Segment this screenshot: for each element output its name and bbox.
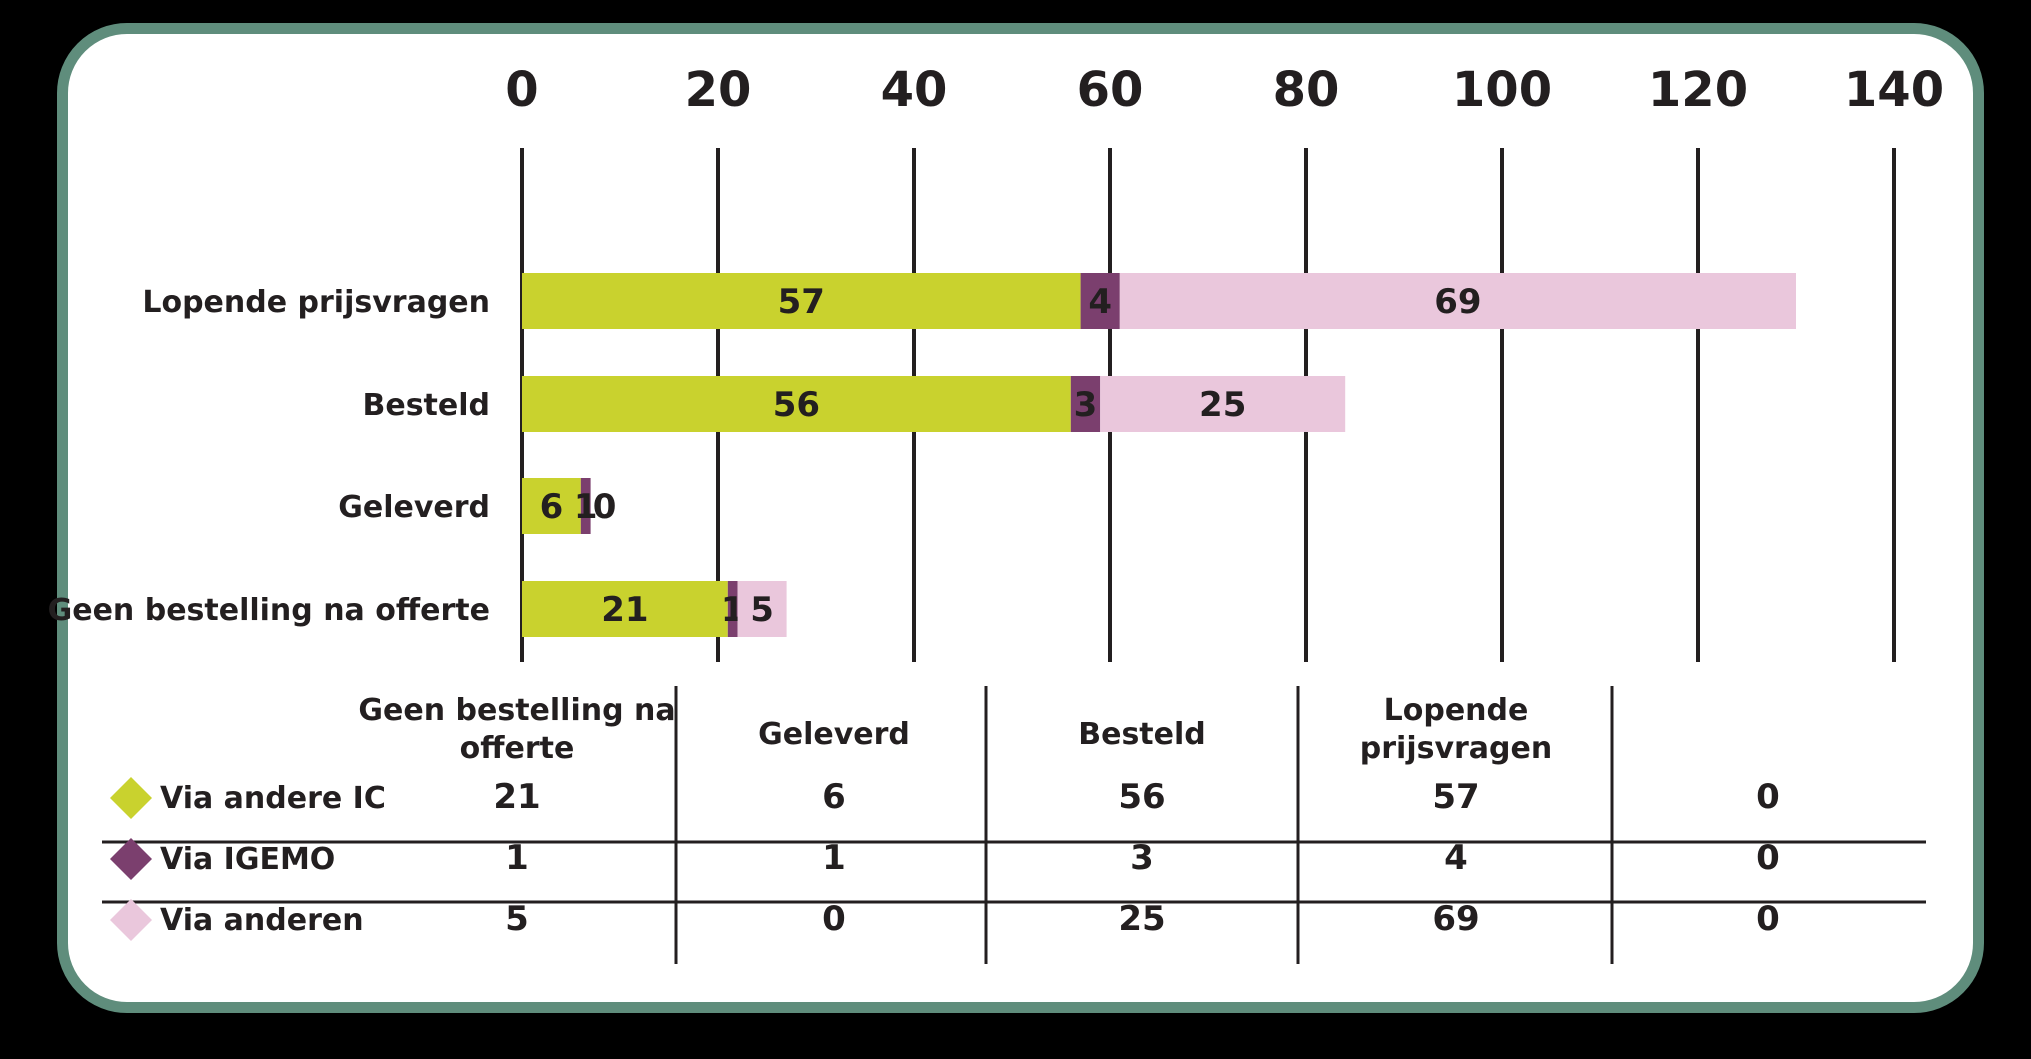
table-cell: 25 xyxy=(1118,899,1165,939)
table-series-label: Via IGEMO xyxy=(160,842,335,877)
category-label: Besteld xyxy=(362,388,490,423)
chart-card xyxy=(57,23,1984,1013)
table-cell: 0 xyxy=(1756,838,1780,878)
bar-segment-2 xyxy=(727,581,738,637)
table-column-header: Geleverd xyxy=(758,717,910,752)
bar-segment-2 xyxy=(1070,376,1101,432)
x-tick-label-20: 20 xyxy=(685,62,752,118)
table-series-label: Via andere IC xyxy=(160,781,386,816)
bar-segment-3 xyxy=(1119,273,1796,329)
table-cell: 69 xyxy=(1432,899,1479,939)
bar-value-label: 21 xyxy=(601,590,648,630)
x-tick-label-120: 120 xyxy=(1648,62,1748,118)
bar-value-label: 3 xyxy=(1074,385,1098,425)
bar-value-label: 56 xyxy=(773,385,820,425)
table-cell: 57 xyxy=(1432,777,1479,817)
category-label: Geleverd xyxy=(338,490,490,525)
table-cell: 56 xyxy=(1118,777,1165,817)
x-tick-label-0: 0 xyxy=(505,62,538,118)
bar-value-label: 69 xyxy=(1434,282,1481,322)
table-cell: 5 xyxy=(505,899,529,939)
table-column-header: Lopende prijsvragen xyxy=(1360,693,1552,766)
table-cell: 6 xyxy=(822,777,846,817)
x-tick-label-40: 40 xyxy=(881,62,948,118)
bar-segment-3 xyxy=(1100,376,1346,432)
table-cell: 3 xyxy=(1130,838,1154,878)
bar-value-label: 0 xyxy=(593,487,617,527)
table-series-label: Via anderen xyxy=(160,903,364,938)
category-label: Lopende prijsvragen xyxy=(142,285,490,320)
bar-segment-1 xyxy=(522,273,1081,329)
bar-segment-3 xyxy=(737,581,787,637)
bar-segment-1 xyxy=(522,581,728,637)
legend-diamond-icon xyxy=(110,838,152,880)
x-tick-label-100: 100 xyxy=(1452,62,1552,118)
table-cell: 1 xyxy=(505,838,529,878)
x-tick-label-140: 140 xyxy=(1844,62,1944,118)
category-label: Geen bestelling na offerte xyxy=(48,593,490,628)
bar-value-label: 1 xyxy=(574,487,598,527)
legend-diamond-icon xyxy=(110,777,152,819)
bar-segment-2 xyxy=(580,478,591,534)
bar-segment-1 xyxy=(522,376,1071,432)
table-cell: 0 xyxy=(822,899,846,939)
bar-value-label: 4 xyxy=(1088,282,1112,322)
bar-value-label: 25 xyxy=(1199,385,1246,425)
table-cell: 0 xyxy=(1756,777,1780,817)
table-column-header: Besteld xyxy=(1078,717,1206,752)
bar-value-label: 57 xyxy=(778,282,825,322)
table-cell: 0 xyxy=(1756,899,1780,939)
table-column-header: Geen bestelling na offerte xyxy=(358,693,675,766)
table-cell: 1 xyxy=(822,838,846,878)
bar-value-label: 5 xyxy=(750,590,774,630)
bar-value-label: 6 xyxy=(540,487,564,527)
x-tick-label-60: 60 xyxy=(1077,62,1144,118)
x-tick-label-80: 80 xyxy=(1273,62,1340,118)
legend-diamond-icon xyxy=(110,899,152,941)
table-cell: 21 xyxy=(493,777,540,817)
bar-segment-1 xyxy=(522,478,581,534)
table-cell: 4 xyxy=(1444,838,1468,878)
bar-segment-2 xyxy=(1080,273,1120,329)
